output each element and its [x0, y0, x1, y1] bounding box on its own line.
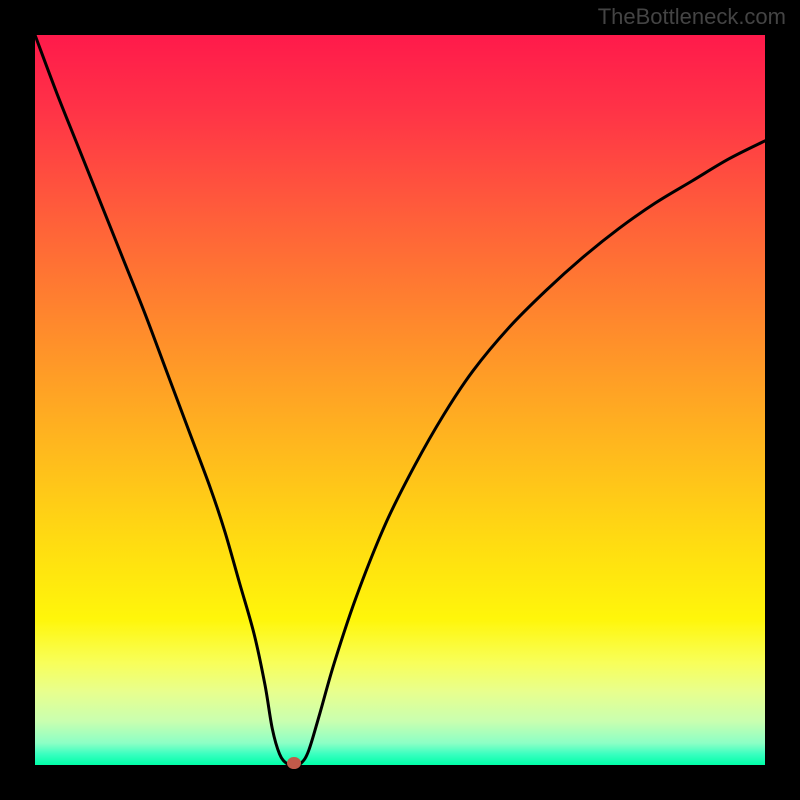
- plot-area: [35, 35, 765, 765]
- watermark-text: TheBottleneck.com: [598, 4, 786, 30]
- chart-gradient-background: [35, 35, 765, 765]
- optimum-marker: [287, 757, 301, 769]
